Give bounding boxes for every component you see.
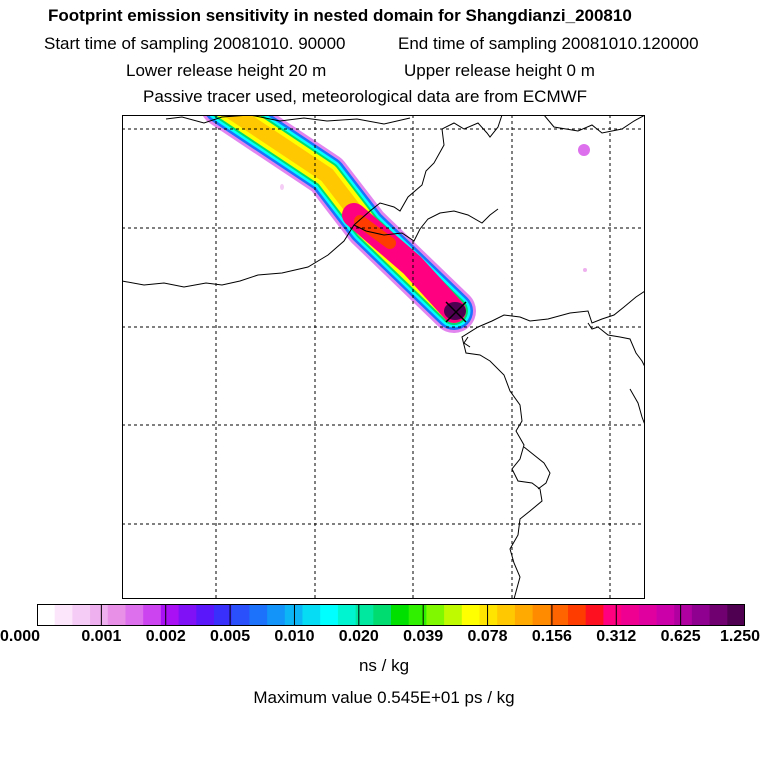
colorbar-cell: [532, 604, 551, 626]
colorbar-cell: [391, 604, 410, 626]
colorbar-cell: [461, 604, 481, 626]
colorbar-cell: [691, 604, 711, 626]
colorbar-cell: [54, 604, 73, 626]
end-time-label: End time of sampling 20081010.120000: [398, 34, 699, 53]
coastline: [353, 208, 499, 242]
colorbar-cell: [196, 604, 215, 626]
colorbar-tick-label: 0.312: [596, 628, 637, 645]
coastline: [629, 388, 645, 426]
colorbar-cell: [231, 604, 250, 626]
coastline: [165, 115, 411, 125]
colorbar-tick-label: 0.039: [403, 628, 444, 645]
colorbar-cell: [214, 604, 233, 626]
colorbar-cell: [727, 604, 745, 626]
colorbar-cell: [107, 604, 127, 626]
colorbar-tick-label: 0.625: [660, 628, 701, 645]
colorbar-cell: [479, 604, 498, 626]
colorbar-tick-label: 0.002: [145, 628, 186, 645]
colorbar-cell: [656, 604, 675, 626]
tracer-note: Passive tracer used, meteorological data…: [143, 87, 588, 106]
colorbar-frame: [37, 604, 745, 626]
coastline: [523, 446, 551, 490]
colorbar-tick-label: 0.000: [0, 628, 41, 645]
colorbar-tick-label: 0.078: [467, 628, 508, 645]
receptor-marker-icon: [445, 301, 467, 323]
maximum-value-text: Maximum value 0.545E+01 ps / kg: [253, 688, 515, 707]
colorbar-cell: [160, 604, 180, 626]
colorbar-cell: [674, 604, 693, 626]
upper-release-label: Upper release height 0 m: [404, 61, 595, 80]
colorbar-cell: [143, 604, 162, 626]
colorbar-cell: [249, 604, 268, 626]
isolated-spot: [280, 184, 284, 190]
colorbar-tick-marks: [100, 604, 682, 626]
colorbar-cell: [267, 604, 286, 626]
colorbar-tick-label: 0.005: [210, 628, 251, 645]
footprint-map: [122, 115, 645, 599]
colorbar-cell: [355, 604, 374, 626]
colorbar: [37, 604, 745, 626]
map-frame: [122, 115, 645, 599]
colorbar-cell: [337, 604, 357, 626]
isolated-spot: [578, 144, 590, 156]
colorbar-cell: [320, 604, 339, 626]
colorbar-unit: ns / kg: [358, 656, 410, 675]
plume-layer-red: [354, 215, 396, 249]
colorbar-cell: [408, 604, 427, 626]
lat-lon-grid: [122, 115, 645, 599]
colorbar-cell: [178, 604, 197, 626]
colorbar-cell: [72, 604, 91, 626]
colorbar-cell: [373, 604, 392, 626]
isolated-spot: [583, 268, 587, 272]
start-time-label: Start time of sampling 20081010. 90000: [44, 34, 346, 53]
plot-title: Footprint emission sensitivity in nested…: [48, 6, 632, 25]
colorbar-tick-label: 1.250: [719, 628, 760, 645]
map-background: [122, 115, 645, 599]
coastline: [122, 115, 503, 288]
colorbar-cell: [125, 604, 144, 626]
colorbar-cell: [37, 604, 56, 626]
colorbar-tick-label: 0.020: [338, 628, 379, 645]
colorbar-cell: [497, 604, 516, 626]
colorbar-cell: [709, 604, 728, 626]
colorbar-tick-label: 0.010: [274, 628, 315, 645]
lower-release-label: Lower release height 20 m: [126, 61, 327, 80]
colorbar-cell: [90, 604, 109, 626]
colorbar-cell: [568, 604, 587, 626]
colorbar-cell: [585, 604, 604, 626]
footprint-plume: [202, 115, 590, 333]
colorbar-cell: [302, 604, 321, 626]
colorbar-cell: [603, 604, 622, 626]
colorbar-cell: [638, 604, 658, 626]
colorbar-cell: [444, 604, 463, 626]
colorbar-cell: [550, 604, 569, 626]
coastline: [461, 290, 645, 599]
colorbar-cell: [514, 604, 534, 626]
coastline: [463, 322, 645, 368]
colorbar-tick-label: 0.001: [81, 628, 122, 645]
colorbar-tick-label: 0.156: [531, 628, 572, 645]
colorbar-cell: [621, 604, 640, 626]
colorbar-cell: [426, 604, 445, 626]
colorbar-cells: [37, 604, 745, 626]
